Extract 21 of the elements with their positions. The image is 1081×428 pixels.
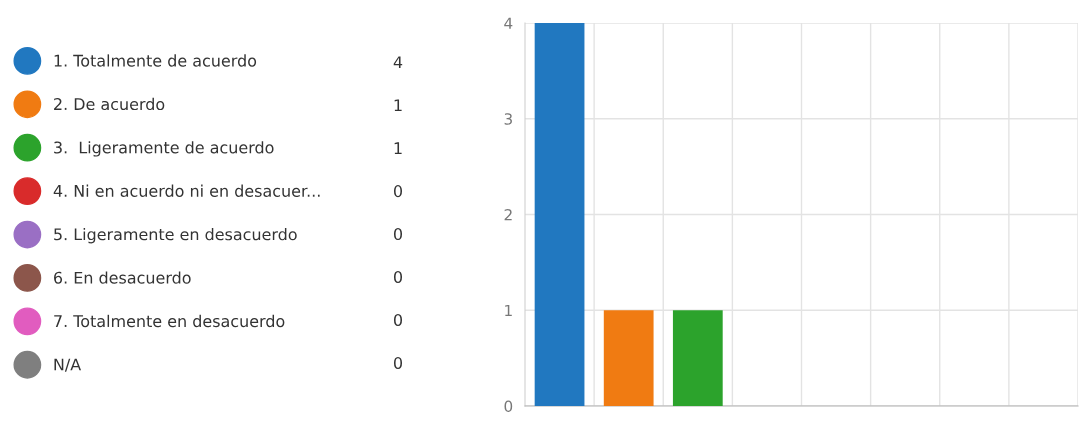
legend-label: 7. Totalmente en desacuerdo: [54, 314, 285, 328]
y-tick-label: 0: [504, 400, 513, 413]
legend-label: 5. Ligeramente en desacuerdo: [54, 227, 297, 244]
text: 0: [393, 356, 403, 369]
text: 4: [393, 56, 403, 69]
legend-label: 3. Ligeramente de acuerdo: [54, 141, 274, 157]
text: 1: [394, 99, 402, 112]
text: 0: [393, 228, 403, 241]
legend-label: 1. Totalmente de acuerdo: [54, 54, 257, 67]
legend-label: 2. De acuerdo: [54, 97, 165, 111]
text: 0: [393, 313, 403, 327]
text: 1: [394, 142, 402, 154]
legend-label: 4. Ni en acuerdo ni en desacuer...: [53, 184, 320, 197]
legend-label: N/A: [54, 358, 82, 372]
legend-label: 6. En desacuerdo: [54, 271, 191, 284]
y-tick-label: 4: [504, 17, 513, 29]
y-tick-label: 3: [504, 113, 512, 125]
text: 0: [393, 270, 403, 284]
text: 0: [393, 185, 403, 198]
y-tick-label: 1: [505, 304, 512, 317]
y-tick-label: 2: [504, 208, 512, 221]
